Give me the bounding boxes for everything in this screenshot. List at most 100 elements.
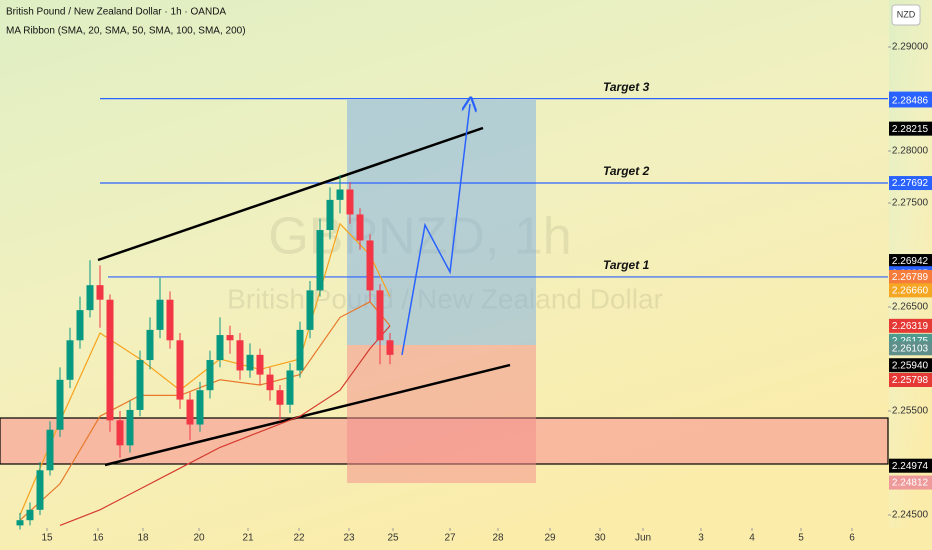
price-label: 2.26942	[892, 256, 929, 267]
moving-average	[19, 301, 391, 521]
target-label: Target 3	[603, 80, 650, 94]
price-label-box	[889, 475, 932, 490]
price-label: 2.24812	[892, 478, 929, 489]
candle-body	[256, 354, 264, 375]
candle-body	[226, 335, 234, 341]
price-label-box	[889, 121, 932, 136]
support-trendline	[104, 363, 511, 467]
candle-body	[56, 379, 64, 430]
candle-body	[206, 360, 214, 391]
x-tick-label: 20	[193, 533, 205, 544]
x-tick-label: 5	[798, 533, 804, 544]
candle-body	[246, 354, 254, 371]
x-tick-label: 23	[343, 533, 355, 544]
candle-body	[386, 340, 394, 355]
price-label-box	[889, 254, 932, 269]
candle-body	[156, 299, 164, 330]
price-label: 2.25940	[892, 360, 929, 371]
x-tick-label: 6	[849, 533, 855, 544]
stop-zone	[347, 345, 536, 483]
candle-body	[126, 409, 134, 446]
price-label-box	[889, 93, 932, 108]
y-tick-label: 2.24500	[892, 510, 929, 521]
price-label-box	[889, 341, 932, 356]
price-label-box	[889, 458, 932, 473]
x-tick-label: Jun	[635, 533, 651, 544]
candle-body	[336, 189, 344, 200]
price-label-box	[889, 318, 932, 333]
candle-body	[356, 214, 364, 241]
candle-body	[376, 290, 384, 341]
candle-body	[106, 299, 114, 421]
price-label: 2.26319	[892, 321, 929, 332]
x-tick-label: 29	[544, 533, 556, 544]
candle-body	[96, 285, 104, 300]
target-label: Target 2	[603, 164, 650, 178]
x-tick-label: 28	[492, 533, 504, 544]
y-tick-label: 2.29000	[892, 42, 929, 53]
x-tick-label: 18	[137, 533, 149, 544]
x-tick-label: 3	[698, 533, 704, 544]
candle-body	[196, 390, 204, 425]
candle-body	[36, 470, 44, 510]
price-label: 2.25798	[892, 375, 929, 386]
x-tick-label: 30	[594, 533, 606, 544]
candle-body	[176, 340, 184, 400]
candle-body	[236, 340, 244, 371]
candle-body	[116, 420, 124, 446]
price-label: 2.26103	[892, 343, 929, 354]
candle-body	[316, 230, 324, 291]
y-tick-label: 2.28000	[892, 146, 929, 157]
candle-body	[296, 329, 304, 371]
candle-body	[216, 335, 224, 361]
y-tick-label: 2.26500	[892, 302, 929, 313]
price-label: 2.24974	[892, 461, 929, 472]
candle-body	[136, 360, 144, 410]
x-tick-label: 22	[293, 533, 305, 544]
x-tick-label: 4	[749, 533, 755, 544]
candle-body	[46, 429, 54, 471]
price-label-box	[889, 176, 932, 191]
candle-body	[186, 399, 194, 425]
price-label: 2.26789	[892, 272, 929, 283]
x-tick-label: 25	[387, 533, 399, 544]
candle-body	[346, 189, 354, 215]
x-tick-label: 15	[41, 533, 53, 544]
candle-body	[16, 520, 24, 526]
currency: NZD	[897, 9, 916, 19]
candle-body	[266, 374, 274, 391]
price-label-box	[889, 283, 932, 298]
y-tick-label: 2.27500	[892, 198, 929, 209]
candle-body	[66, 340, 74, 380]
price-label-box	[889, 373, 932, 388]
price-label-box	[889, 358, 932, 373]
projection-path	[401, 104, 470, 356]
price-label: 2.28215	[892, 124, 929, 135]
candle-body	[76, 310, 84, 341]
price-label: 2.28486	[892, 96, 929, 107]
candle-body	[286, 370, 294, 405]
candle-body	[166, 299, 174, 341]
moving-average	[59, 325, 391, 526]
candle-body	[276, 390, 284, 405]
price-label-box	[889, 269, 932, 284]
price-label: 2.27692	[892, 178, 929, 189]
indicator-label: MA Ribbon (SMA, 20, SMA, 50, SMA, 100, S…	[6, 26, 246, 37]
target-label: Target 1	[603, 258, 650, 272]
candle-body	[306, 290, 314, 330]
candle-body	[86, 285, 94, 311]
x-tick-label: 21	[242, 533, 254, 544]
resistance-trendline	[97, 126, 484, 262]
candle-body	[366, 240, 374, 291]
x-tick-label: 16	[92, 533, 104, 544]
y-tick-label: 2.25500	[892, 406, 929, 417]
candle-body	[26, 509, 34, 521]
price-label: 2.26660	[892, 286, 929, 297]
candle-body	[326, 199, 334, 231]
chart-title: British Pound / New Zealand Dollar · 1h …	[6, 7, 226, 18]
currency-button[interactable]	[891, 4, 921, 26]
candle-body	[146, 329, 154, 361]
x-tick-label: 27	[444, 533, 456, 544]
